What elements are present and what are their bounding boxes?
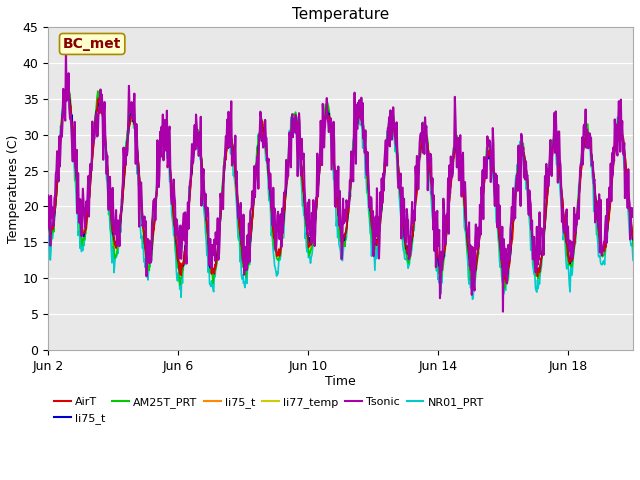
Y-axis label: Temperatures (C): Temperatures (C) — [7, 134, 20, 243]
Legend: AirT, li75_t, AM25T_PRT, li75_t, li77_temp, Tsonic, NR01_PRT: AirT, li75_t, AM25T_PRT, li75_t, li77_te… — [54, 397, 484, 424]
Text: BC_met: BC_met — [63, 37, 122, 51]
Title: Temperature: Temperature — [292, 7, 389, 22]
X-axis label: Time: Time — [325, 375, 356, 388]
